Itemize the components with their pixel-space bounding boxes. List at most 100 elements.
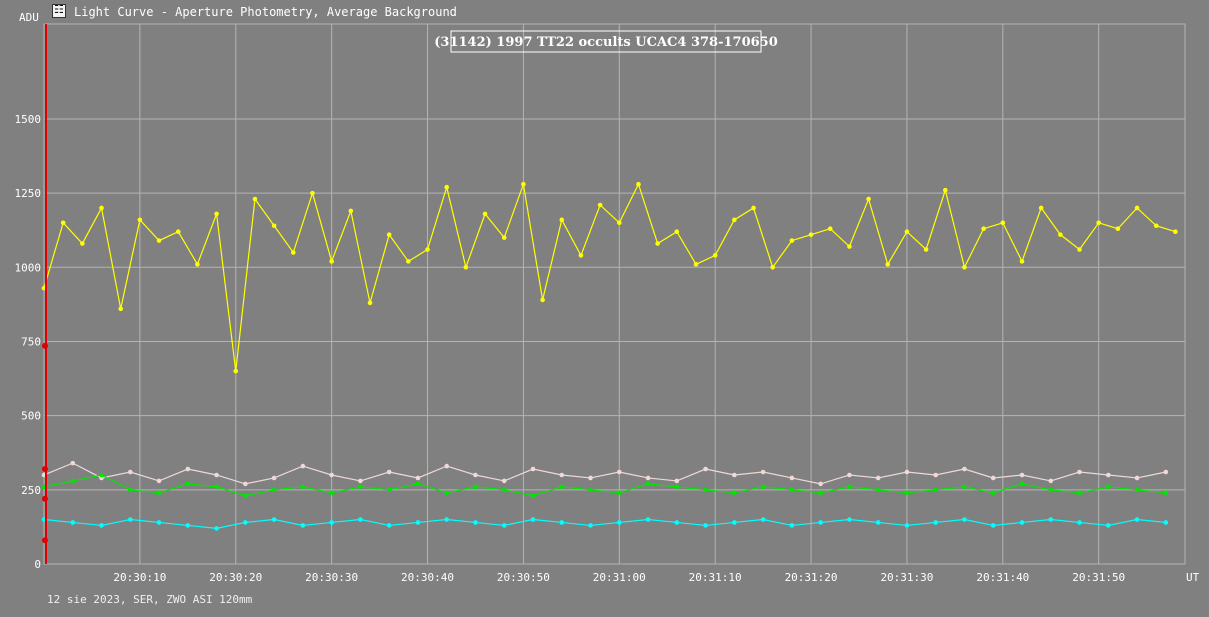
data-point xyxy=(1048,478,1054,484)
data-point xyxy=(127,487,133,493)
data-point xyxy=(875,520,881,525)
series-line xyxy=(43,518,1166,530)
x-tick-label: 20:30:40 xyxy=(401,571,454,584)
data-point xyxy=(348,208,354,214)
data-point xyxy=(271,517,277,522)
data-point xyxy=(578,253,584,258)
data-point xyxy=(904,469,910,475)
data-point xyxy=(80,241,85,246)
data-point xyxy=(271,487,277,493)
data-point xyxy=(530,493,536,499)
data-point xyxy=(616,490,622,496)
window-title: Light Curve - Aperture Photometry, Avera… xyxy=(74,5,457,19)
data-point xyxy=(99,523,104,528)
data-point xyxy=(70,460,76,466)
data-point xyxy=(214,484,219,490)
data-point xyxy=(415,475,421,481)
data-point xyxy=(760,484,766,490)
data-point xyxy=(386,469,392,475)
data-point xyxy=(137,217,143,223)
data-point xyxy=(1163,490,1169,496)
data-point xyxy=(933,520,939,525)
data-point xyxy=(1077,469,1082,475)
data-point xyxy=(1048,487,1054,493)
x-tick-label: 20:31:10 xyxy=(689,571,742,584)
data-point xyxy=(636,181,641,187)
data-point xyxy=(1000,220,1006,226)
data-point xyxy=(674,229,680,234)
x-tick-label: 20:31:40 xyxy=(976,571,1029,584)
data-point xyxy=(1077,520,1082,525)
data-point xyxy=(789,523,795,528)
data-point xyxy=(588,523,593,528)
window-title-bar: ☷ Light Curve - Aperture Photometry, Ave… xyxy=(0,0,1209,24)
data-point xyxy=(990,490,996,496)
axis-marker-point xyxy=(42,466,48,473)
data-point xyxy=(818,490,823,496)
data-point xyxy=(760,469,766,475)
data-point xyxy=(99,205,104,211)
data-point xyxy=(127,517,133,522)
data-point xyxy=(406,259,411,264)
grid xyxy=(43,23,1186,565)
data-point xyxy=(290,250,296,255)
data-point xyxy=(990,475,996,481)
data-point xyxy=(933,487,939,493)
data-point xyxy=(243,481,248,487)
data-point xyxy=(1038,205,1044,211)
data-point xyxy=(1019,520,1025,525)
data-point xyxy=(1173,229,1178,234)
app-icon[interactable]: ☷ xyxy=(52,3,66,18)
data-point xyxy=(732,217,737,223)
data-point xyxy=(885,262,891,267)
data-point xyxy=(808,232,814,237)
data-point xyxy=(300,484,306,490)
data-point xyxy=(847,484,852,490)
y-tick-label: 1000 xyxy=(15,261,42,274)
data-point xyxy=(501,487,507,493)
data-point xyxy=(1077,490,1082,496)
data-point xyxy=(444,490,450,496)
data-point xyxy=(760,517,766,522)
data-point xyxy=(195,262,200,267)
data-point xyxy=(156,238,162,243)
chart-title-box: (31142) 1997 TT22 occults UCAC4 378-1706… xyxy=(434,30,778,53)
data-point xyxy=(904,523,910,528)
data-point xyxy=(703,487,708,493)
data-point xyxy=(962,264,967,270)
data-point xyxy=(981,226,986,232)
data-point xyxy=(70,478,76,484)
data-point xyxy=(271,475,277,481)
data-point xyxy=(674,484,680,490)
data-point xyxy=(703,523,708,528)
x-axis-label: UT xyxy=(1186,571,1200,584)
data-point xyxy=(866,196,871,202)
data-point xyxy=(674,520,680,525)
data-point xyxy=(990,523,996,528)
x-tick-label: 20:30:50 xyxy=(497,571,550,584)
data-point xyxy=(559,520,565,525)
data-point xyxy=(1019,472,1025,478)
data-point xyxy=(1048,517,1054,522)
data-point xyxy=(904,229,910,234)
data-point xyxy=(233,368,239,374)
x-tick-label: 20:31:30 xyxy=(880,571,933,584)
data-point xyxy=(60,220,66,226)
axis-marker-point xyxy=(42,342,48,349)
series-layer xyxy=(41,181,1178,531)
x-tick-label: 20:31:50 xyxy=(1072,571,1125,584)
series-2 xyxy=(41,460,1169,487)
data-point xyxy=(1134,205,1140,211)
footer-info: 12 sie 2023, SER, ZWO ASI 120mm xyxy=(47,593,253,606)
series-1 xyxy=(41,181,1178,374)
data-point xyxy=(645,517,651,522)
plot-frame xyxy=(43,23,1186,565)
data-point xyxy=(1134,487,1140,493)
data-point xyxy=(942,187,948,193)
data-point xyxy=(645,481,651,487)
data-point xyxy=(655,241,660,246)
data-point xyxy=(185,523,191,528)
data-point xyxy=(875,487,881,493)
data-point xyxy=(789,238,795,243)
data-point xyxy=(588,487,593,493)
